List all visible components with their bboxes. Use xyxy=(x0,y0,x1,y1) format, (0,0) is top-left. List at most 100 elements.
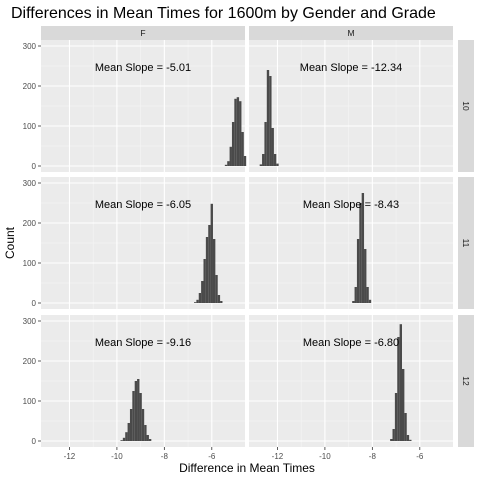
histogram-bar xyxy=(409,439,412,441)
histogram-bar xyxy=(259,164,263,166)
histogram-bar xyxy=(205,237,209,303)
panel-annotation: Mean Slope = -5.01 xyxy=(95,62,191,74)
x-tick-label: -8 xyxy=(369,452,377,461)
y-tick-label: 100 xyxy=(23,122,37,131)
y-tick-label: 100 xyxy=(23,397,37,406)
histogram-bar xyxy=(132,391,135,441)
x-axis-title: Difference in Mean Times xyxy=(179,461,315,475)
panel-annotation: Mean Slope = -9.16 xyxy=(95,337,191,349)
histogram-bar xyxy=(390,439,393,441)
y-tick-label: 300 xyxy=(23,42,37,51)
y-tick-label: 0 xyxy=(32,437,37,446)
histogram-bar xyxy=(210,203,213,303)
panel-M-10: Mean Slope = -12.34 xyxy=(249,40,453,172)
histogram-bar xyxy=(229,146,232,166)
histogram-bar xyxy=(231,122,235,166)
histogram-bar xyxy=(269,76,272,166)
histogram-bar xyxy=(356,239,360,303)
histogram-bar xyxy=(406,435,410,441)
histogram-bar xyxy=(241,132,244,166)
x-tick-label: -12 xyxy=(64,452,76,461)
histogram-bar xyxy=(217,295,221,303)
facet-strip-grade-10 xyxy=(458,40,474,172)
panel-F-12: Mean Slope = -9.16 0 100 200 300 -12 -10 -8 -6 xyxy=(23,315,245,461)
histogram-bar xyxy=(366,287,369,303)
histogram-bar xyxy=(236,97,240,166)
histogram-bar xyxy=(196,299,199,303)
x-tick-label: -10 xyxy=(111,452,123,461)
facet-strip-label-F: F xyxy=(140,28,145,38)
histogram-bar xyxy=(271,128,274,166)
histogram-bar xyxy=(127,423,130,441)
histogram-bar xyxy=(368,299,372,303)
y-tick-label: 100 xyxy=(23,259,37,268)
histogram-bar xyxy=(394,393,398,441)
histogram-bar xyxy=(201,281,204,303)
histogram-bar xyxy=(364,249,367,303)
x-tick-label: -6 xyxy=(416,452,424,461)
facet-strip-grade-12 xyxy=(458,315,474,447)
facet-strip-grade-11 xyxy=(458,177,474,309)
histogram-bar xyxy=(194,302,197,303)
histogram-bar xyxy=(212,239,216,303)
histogram-bar xyxy=(352,301,355,303)
histogram-bar xyxy=(122,437,126,441)
histogram-bar xyxy=(139,393,142,441)
histogram-bar xyxy=(125,432,128,441)
histogram-bar xyxy=(148,439,152,441)
histogram-bar xyxy=(129,409,133,441)
histogram-bar xyxy=(134,381,138,441)
histogram-bar xyxy=(354,287,357,303)
x-tick-label: -6 xyxy=(208,452,216,461)
histogram-bar xyxy=(141,409,145,441)
histogram-bar xyxy=(264,122,267,166)
histogram-bar xyxy=(234,98,237,166)
y-tick-label: 0 xyxy=(32,299,37,308)
panel-M-12: Mean Slope = -6.80 -12 -10 -8 -6 xyxy=(249,315,453,461)
histogram-bar xyxy=(404,413,407,441)
histogram-bar xyxy=(220,301,223,303)
y-tick-label: 300 xyxy=(23,317,37,326)
panel-annotation: Mean Slope = -8.43 xyxy=(303,199,399,211)
histogram-bar xyxy=(276,163,279,166)
x-tick-label: -10 xyxy=(319,452,331,461)
chart-title: Differences in Mean Times for 1600m by G… xyxy=(11,5,436,22)
histogram-bar xyxy=(208,225,211,303)
facet-strip-label-grade-12: 12 xyxy=(461,376,471,386)
y-tick-label: 300 xyxy=(23,179,37,188)
histogram-bar xyxy=(215,275,218,303)
histogram-bar xyxy=(146,435,149,441)
histogram-bar xyxy=(273,154,277,166)
histogram-bar xyxy=(392,429,395,441)
histogram-bar xyxy=(120,440,123,441)
histogram-bar xyxy=(227,161,230,166)
y-tick-label: 0 xyxy=(32,162,37,171)
histogram-bar xyxy=(402,369,405,441)
panel-annotation: Mean Slope = -6.05 xyxy=(95,199,191,211)
y-tick-label: 200 xyxy=(23,82,37,91)
x-tick-label: -8 xyxy=(161,452,169,461)
histogram-bar xyxy=(399,324,402,441)
histogram-bar xyxy=(224,164,228,166)
histogram-bar xyxy=(262,154,265,166)
panel-annotation: Mean Slope = -6.80 xyxy=(303,337,399,349)
histogram-bar xyxy=(266,70,270,166)
histogram-bar xyxy=(239,101,242,166)
panel-M-11: Mean Slope = -8.43 xyxy=(249,177,453,309)
facet-strip-F xyxy=(41,26,245,40)
x-tick-label: -12 xyxy=(272,452,284,461)
histogram-bar xyxy=(397,337,400,441)
histogram-bar xyxy=(137,379,140,441)
panel-F-11: Mean Slope = -6.05 0 100 200 300 xyxy=(23,177,245,309)
histogram-bar xyxy=(144,425,147,441)
histogram-bar xyxy=(243,156,247,166)
y-tick-label: 200 xyxy=(23,219,37,228)
facet-strip-label-grade-10: 10 xyxy=(461,101,471,111)
facet-strip-label-M: M xyxy=(347,28,354,38)
y-axis-title: Count xyxy=(3,226,17,259)
facet-strip-M xyxy=(249,26,453,40)
histogram-bar xyxy=(361,193,365,303)
histogram-bar xyxy=(198,293,202,303)
